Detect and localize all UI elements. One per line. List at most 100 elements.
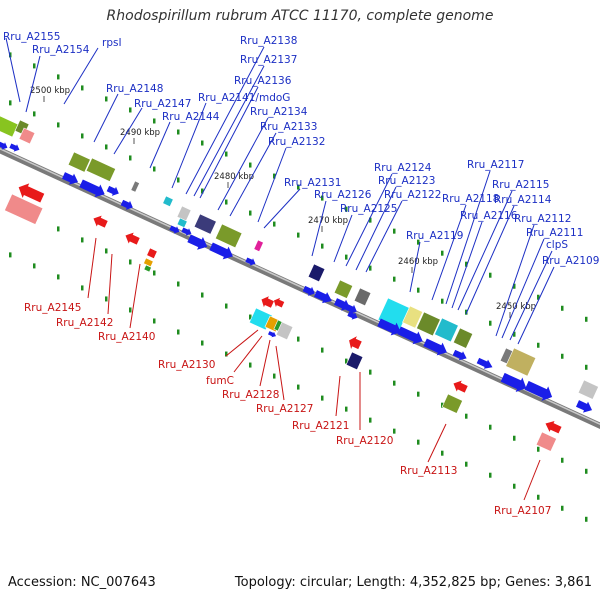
label-leader-line (345, 173, 393, 267)
track-dot (273, 173, 276, 179)
gene-label-bottom[interactable]: Rru_A2107 (494, 505, 551, 517)
label-leader-line (495, 224, 535, 337)
track-dot (153, 166, 156, 172)
gene-label-top[interactable]: rpsI (102, 37, 122, 49)
gene-block (143, 257, 154, 268)
track-dot (297, 384, 300, 390)
reverse-gene-arrow (545, 421, 562, 434)
label-leader-line (263, 188, 301, 229)
gene-block (193, 213, 217, 235)
track-dot (57, 74, 60, 80)
kbp-tick-label: 2450 kbp (496, 302, 536, 312)
gene-label-top[interactable]: Rru_A2109 (542, 255, 599, 267)
gene-label-top[interactable]: Rru_A2132 (268, 136, 325, 148)
track-dot (225, 351, 228, 357)
track-dot (105, 296, 108, 302)
gene-label-bottom[interactable]: Rru_A2128 (222, 389, 279, 401)
label-leader-line (259, 339, 271, 387)
gene-block (345, 351, 364, 371)
label-leader-line (225, 329, 259, 357)
track-dot (225, 303, 228, 309)
gene-label-top[interactable]: Rru_A2154 (32, 44, 90, 56)
gene-label-top[interactable]: Rru_A2126 (314, 189, 372, 201)
gene-label-top[interactable]: Rru_A2112 (514, 213, 571, 225)
gene-label-top[interactable]: Rru_A2116 (460, 210, 518, 222)
gene-label-top[interactable]: Rru_A2115 (492, 179, 549, 191)
label-leader-line (431, 204, 467, 301)
gene-label-bottom[interactable]: Rru_A2127 (256, 403, 313, 415)
track-dot (129, 107, 132, 113)
gene-label-top[interactable]: Rru_A2114 (494, 194, 552, 206)
gene-label-top[interactable]: Rru_A2117 (467, 159, 524, 171)
gene-label-top[interactable]: Rru_A2111 (526, 227, 583, 239)
track-dot (57, 274, 60, 280)
gene-label-top[interactable]: Rru_A2125 (340, 203, 397, 215)
label-leader-line (275, 345, 285, 401)
track-dot (57, 122, 60, 128)
gene-label-top[interactable]: Rru_A2124 (374, 162, 432, 174)
label-leader-line (457, 190, 513, 311)
track-dot (177, 129, 180, 135)
label-leader-line (427, 423, 447, 463)
gene-label-top[interactable]: Rru_A2147 (134, 98, 191, 110)
gene-label-top[interactable]: Rru_A2134 (250, 106, 308, 118)
label-leader-group (5, 37, 555, 501)
kbp-tick-label: 2500 kbp (30, 86, 70, 96)
label-leader-line (185, 46, 265, 195)
label-leader-line (311, 200, 327, 257)
track-dot (177, 281, 180, 287)
gene-block (577, 379, 599, 400)
gene-label-top[interactable]: Rru_A2138 (240, 35, 297, 47)
forward-gene-arrow (209, 242, 233, 260)
gene-label-bottom[interactable]: fumC (206, 375, 234, 387)
track-dot (369, 217, 372, 223)
gene-label-bottom[interactable]: Rru_A2140 (98, 331, 155, 343)
gene-label-bottom[interactable]: Rru_A2142 (56, 317, 113, 329)
label-leader-line (217, 117, 269, 211)
track-dot (81, 285, 84, 291)
gene-block (143, 264, 152, 273)
gene-label-bottom[interactable]: Rru_A2113 (400, 465, 457, 477)
gene-block (176, 217, 188, 229)
gene-block (452, 327, 474, 349)
label-leader-line (199, 86, 259, 199)
track-dot (441, 402, 444, 408)
label-leader-line (171, 102, 207, 189)
gene-label-top[interactable]: Rru_A2133 (260, 121, 317, 133)
label-leader-line (87, 237, 97, 299)
label-leader-line (149, 121, 171, 169)
gene-label-bottom[interactable]: Rru_A2130 (158, 359, 215, 371)
gene-label-top[interactable]: Rru_A2118 (442, 193, 499, 205)
gene-label-top[interactable]: Rru_A2119 (406, 230, 463, 242)
gene-label-top[interactable]: Rru_A2155 (3, 31, 60, 43)
label-leader-line (5, 37, 21, 103)
forward-gene-arrow (267, 331, 277, 338)
track-dot (129, 155, 132, 161)
track-dot (561, 457, 564, 463)
gene-block (18, 127, 36, 145)
gene-label-top[interactable]: Rru_A2136 (234, 75, 292, 87)
gene-label-top[interactable]: Rru_A2137 (240, 54, 297, 66)
kbp-tick-label: 2460 kbp (398, 257, 438, 267)
gene-label-top[interactable]: Rru_A2144 (162, 111, 220, 123)
label-leader-line (355, 186, 397, 271)
label-leader-line (233, 335, 263, 373)
label-leader-line (107, 253, 113, 315)
gene-block (130, 180, 140, 193)
gene-label-bottom[interactable]: Rru_A2121 (292, 420, 349, 432)
track-dot (225, 199, 228, 205)
track-dot (249, 314, 252, 320)
gene-group (0, 115, 599, 452)
gene-label-top[interactable]: Rru_A2141/mdoG (198, 92, 290, 104)
gene-label-top[interactable]: clpS (546, 239, 568, 251)
gene-label-top[interactable]: Rru_A2131 (284, 177, 341, 189)
gene-label-bottom[interactable]: Rru_A2145 (24, 302, 81, 314)
forward-gene-arrow (79, 179, 105, 198)
gene-block (85, 157, 117, 182)
gene-label-top[interactable]: Rru_A2123 (378, 175, 435, 187)
gene-label-top[interactable]: Rru_A2148 (106, 83, 163, 95)
gene-label-top[interactable]: Rru_A2122 (384, 189, 441, 201)
track-dot (81, 85, 84, 91)
gene-label-bottom[interactable]: Rru_A2120 (336, 435, 393, 447)
